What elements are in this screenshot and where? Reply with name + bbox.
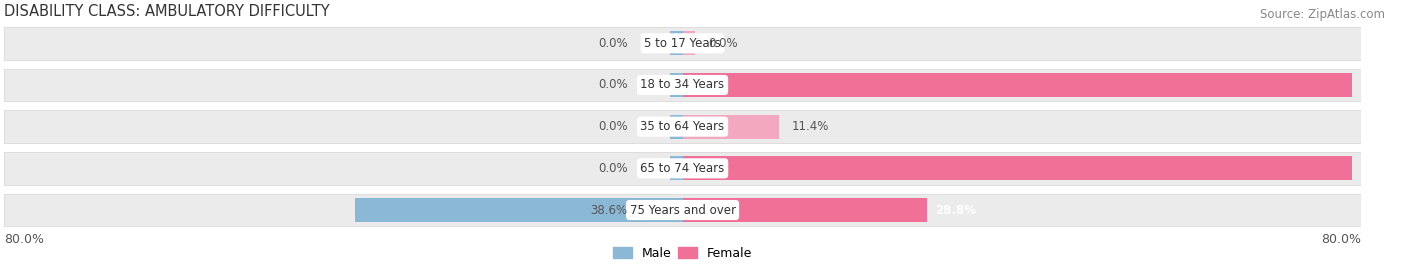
Text: 0.0%: 0.0%: [709, 37, 738, 50]
Bar: [4, 69, 1361, 101]
Text: 75 Years and over: 75 Years and over: [630, 203, 735, 217]
Text: 5 to 17 Years: 5 to 17 Years: [644, 37, 721, 50]
Bar: [682, 31, 696, 55]
Bar: [669, 115, 682, 139]
Text: 28.8%: 28.8%: [935, 203, 976, 217]
Text: 78.9%: 78.9%: [1360, 79, 1402, 91]
Text: 79.0%: 79.0%: [1361, 162, 1402, 175]
Text: 35 to 64 Years: 35 to 64 Years: [641, 120, 724, 133]
Text: 0.0%: 0.0%: [598, 37, 627, 50]
Bar: [682, 198, 927, 222]
Bar: [4, 27, 1361, 59]
Bar: [682, 73, 1351, 97]
Text: 0.0%: 0.0%: [598, 162, 627, 175]
Text: 80.0%: 80.0%: [1322, 233, 1361, 246]
Bar: [669, 73, 682, 97]
Text: 65 to 74 Years: 65 to 74 Years: [641, 162, 724, 175]
Bar: [4, 110, 1361, 143]
Text: 38.6%: 38.6%: [591, 203, 627, 217]
Bar: [4, 194, 1361, 226]
Legend: Male, Female: Male, Female: [609, 242, 756, 265]
Text: 0.0%: 0.0%: [598, 120, 627, 133]
Text: 18 to 34 Years: 18 to 34 Years: [641, 79, 724, 91]
Bar: [682, 156, 1353, 180]
Bar: [356, 198, 682, 222]
Bar: [682, 115, 779, 139]
Bar: [4, 152, 1361, 185]
Text: 0.0%: 0.0%: [598, 79, 627, 91]
Text: 80.0%: 80.0%: [4, 233, 44, 246]
Text: Source: ZipAtlas.com: Source: ZipAtlas.com: [1260, 8, 1385, 21]
Text: 11.4%: 11.4%: [792, 120, 830, 133]
Text: DISABILITY CLASS: AMBULATORY DIFFICULTY: DISABILITY CLASS: AMBULATORY DIFFICULTY: [4, 4, 330, 19]
Bar: [669, 156, 682, 180]
Bar: [669, 31, 682, 55]
